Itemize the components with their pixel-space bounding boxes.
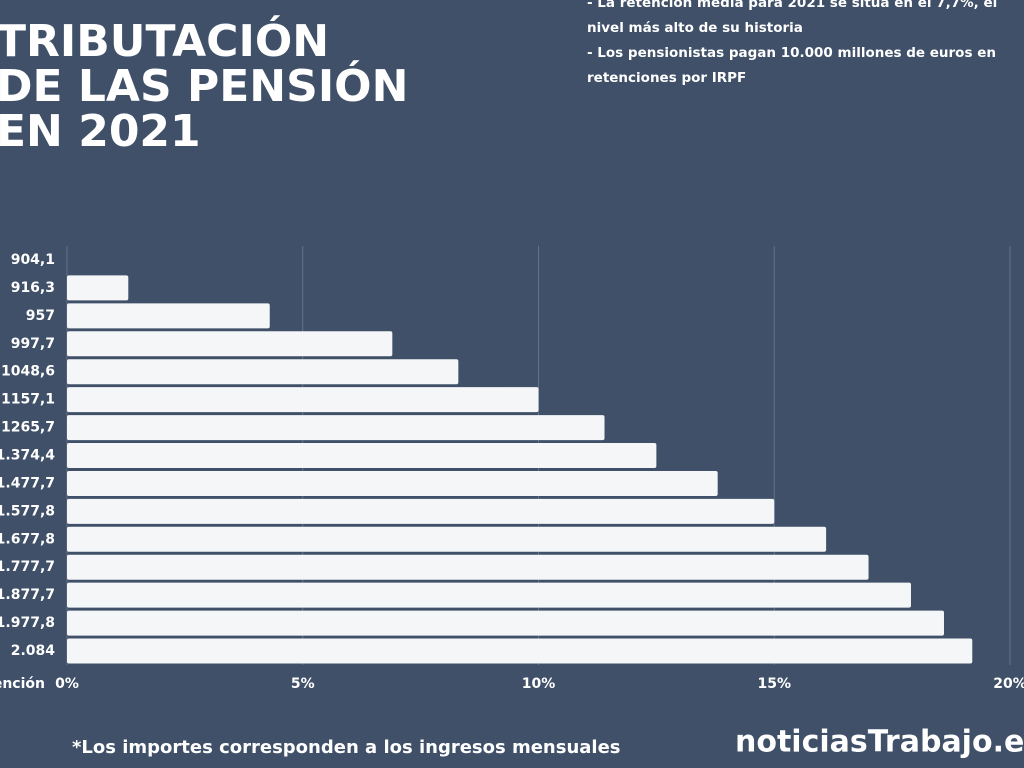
- bar: [67, 470, 718, 496]
- x-tick-label: 5%: [291, 676, 315, 692]
- bar: [67, 275, 129, 301]
- y-tick-label: 1.477,7: [0, 475, 55, 491]
- bar: [67, 331, 393, 357]
- y-tick-label: 904,1: [11, 252, 55, 268]
- y-tick-label: 1.577,8: [0, 503, 55, 519]
- y-tick-label: 916,3: [11, 280, 55, 296]
- bar: [67, 359, 459, 385]
- bar: [67, 526, 827, 552]
- x-tick-label: 10%: [522, 676, 556, 692]
- y-tick-label: 997,7: [11, 336, 55, 352]
- y-tick-label: 1.877,7: [0, 587, 55, 603]
- y-tick-label: 957: [26, 308, 55, 324]
- bar: [67, 498, 775, 524]
- bar: [67, 554, 869, 580]
- bar: [67, 610, 944, 636]
- bar: [67, 415, 605, 441]
- bar: [67, 638, 973, 664]
- y-tick-label: 1.977,8: [0, 615, 55, 631]
- bar: [67, 303, 270, 329]
- bar: [67, 387, 539, 413]
- title-line: EN 2021: [0, 106, 201, 157]
- notes: - La retención media para 2021 se sitúa …: [587, 0, 1017, 91]
- y-tick-label: 1265,7: [1, 420, 55, 436]
- x-axis-label: Retención: [0, 676, 45, 692]
- y-tick-label: 1048,6: [1, 364, 55, 380]
- note: - Los pensionistas pagan 10.000 millones…: [587, 45, 996, 86]
- x-tick-label: 15%: [757, 676, 791, 692]
- y-tick-label: 2.084: [11, 643, 56, 659]
- y-tick-label: 1.374,4: [0, 448, 55, 464]
- note: - La retención media para 2021 se sitúa …: [587, 0, 998, 36]
- bar: [67, 443, 657, 469]
- title-line: TRIBUTACIÓN: [0, 14, 329, 67]
- footnote: *Los importes corresponden a los ingreso…: [72, 737, 621, 758]
- x-tick-label: 0%: [55, 676, 79, 692]
- title-line: DE LAS PENSIÓN: [0, 59, 408, 112]
- bar: [67, 582, 911, 608]
- y-tick-label: 1.677,8: [0, 531, 55, 547]
- x-tick-label: 20%: [993, 676, 1024, 692]
- y-tick-label: 1157,1: [1, 392, 55, 408]
- brand-logo: noticiasTrabajo.es: [735, 725, 1024, 760]
- y-tick-label: 1.777,7: [0, 559, 55, 575]
